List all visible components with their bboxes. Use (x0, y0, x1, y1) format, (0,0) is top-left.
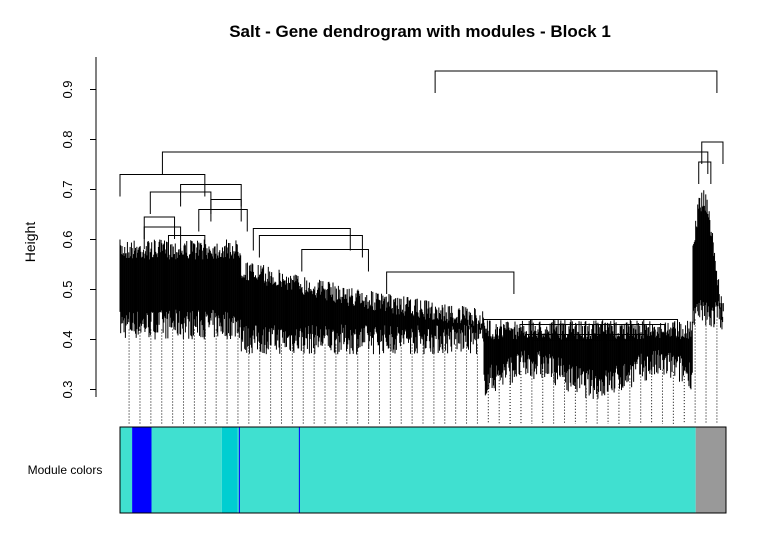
y-tick-label: 0.3 (60, 380, 75, 398)
dendrogram-merge (161, 151, 709, 174)
leaf-guides (128, 319, 718, 424)
module-bar-border (119, 426, 727, 514)
y-tick-label: 0.9 (60, 80, 75, 98)
dendrogram-merge (434, 70, 718, 93)
chart-title: Salt - Gene dendrogram with modules - Bl… (229, 22, 611, 41)
y-ticks: 0.3 0.4 0.5 0.6 0.7 0.8 0.9 (60, 80, 96, 399)
dendrogram-merge (252, 228, 351, 251)
y-tick-label: 0.4 (60, 330, 75, 348)
y-axis-label: Height (22, 222, 38, 263)
y-tick-label: 0.5 (60, 280, 75, 298)
dendrogram-merge (210, 199, 242, 222)
module-color-segment (237, 427, 696, 513)
module-color-segment (221, 427, 238, 513)
module-colors-label: Module colors (28, 463, 103, 477)
dendrogram-merge (119, 174, 206, 197)
dendrogram-merge (701, 141, 724, 164)
module-color-segment (120, 427, 133, 513)
dendrogram-tree (119, 70, 724, 399)
dendrogram-merge (301, 249, 369, 272)
y-tick-label: 0.8 (60, 130, 75, 148)
y-tick-label: 0.6 (60, 230, 75, 248)
dendrogram-merge (180, 184, 242, 207)
module-color-segment (695, 427, 726, 513)
module-color-segment (151, 427, 222, 513)
dendrogram-merge (258, 235, 363, 258)
module-color-segment (132, 427, 152, 513)
dendrogram-merge (167, 235, 206, 258)
dendrogram-merge (198, 209, 248, 232)
y-tick-label: 0.7 (60, 180, 75, 198)
dendrogram-merge (143, 226, 182, 249)
dendrogram-merge (698, 161, 712, 184)
dendrogram-merge (386, 271, 515, 294)
module-color-bar (119, 426, 727, 514)
